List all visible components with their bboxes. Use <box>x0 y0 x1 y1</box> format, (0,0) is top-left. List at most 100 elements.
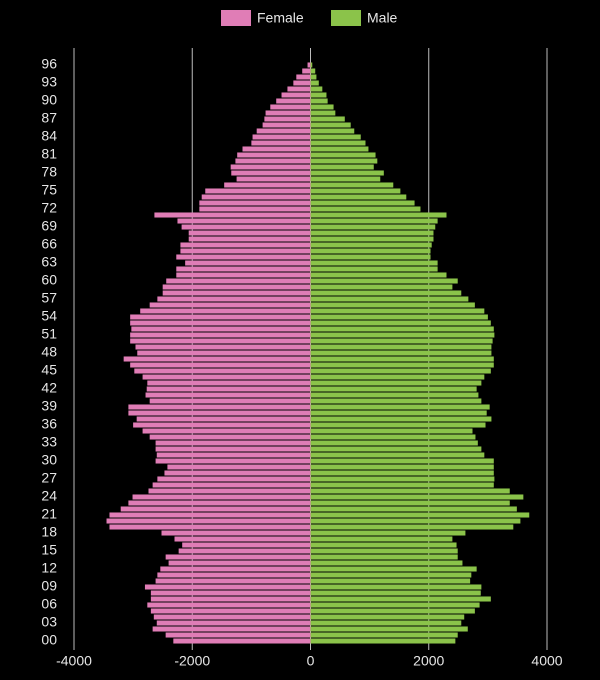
y-tick-label: 12 <box>41 560 57 576</box>
bar <box>310 290 462 296</box>
legend-swatch <box>221 10 251 26</box>
bar <box>310 518 521 524</box>
bar <box>310 428 473 434</box>
bar <box>130 332 311 338</box>
bar <box>310 104 334 110</box>
bar <box>140 308 311 314</box>
bar <box>310 458 494 464</box>
bar <box>150 590 311 596</box>
y-tick-label: 66 <box>41 236 57 252</box>
y-tick-label: 45 <box>41 362 57 378</box>
y-tick-label: 33 <box>41 434 57 450</box>
bar <box>310 98 328 104</box>
bar <box>120 506 311 512</box>
bar <box>310 326 494 332</box>
legend-label: Female <box>257 10 304 26</box>
y-tick-label: 63 <box>41 254 57 270</box>
bar <box>201 194 311 200</box>
bar <box>281 92 311 98</box>
bar <box>310 152 376 158</box>
bar <box>128 500 311 506</box>
bar <box>310 566 477 572</box>
bar <box>181 224 311 230</box>
bar <box>310 368 491 374</box>
bar <box>310 524 514 530</box>
y-tick-label: 54 <box>41 308 57 324</box>
bar <box>180 248 311 254</box>
y-tick-label: 72 <box>41 200 57 216</box>
bar <box>137 350 311 356</box>
bar <box>310 176 381 182</box>
bar <box>310 296 469 302</box>
bar <box>310 92 327 98</box>
bar <box>310 218 438 224</box>
bar <box>310 158 378 164</box>
bar <box>160 566 311 572</box>
bar <box>231 170 311 176</box>
x-tick-label: 2000 <box>413 653 444 669</box>
bar <box>310 350 492 356</box>
bar <box>310 110 336 116</box>
bar <box>174 536 311 542</box>
bar <box>310 356 494 362</box>
bar <box>310 602 480 608</box>
bar <box>162 290 311 296</box>
bar <box>205 188 311 194</box>
bar <box>157 296 311 302</box>
bar <box>164 470 311 476</box>
bar <box>176 272 311 278</box>
bar <box>270 104 311 110</box>
bar <box>310 488 510 494</box>
bar <box>310 320 491 326</box>
y-tick-label: 48 <box>41 344 57 360</box>
bar <box>230 164 311 170</box>
bar <box>310 278 458 284</box>
bar <box>224 182 311 188</box>
y-tick-label: 36 <box>41 416 57 432</box>
bar <box>149 302 311 308</box>
bar <box>165 632 311 638</box>
bar <box>152 482 311 488</box>
bar <box>310 434 476 440</box>
y-tick-label: 96 <box>41 56 57 72</box>
bar <box>310 284 453 290</box>
bar <box>178 548 311 554</box>
bar <box>310 194 407 200</box>
bar <box>310 200 415 206</box>
y-tick-label: 93 <box>41 74 57 90</box>
bar <box>130 314 311 320</box>
bar <box>310 620 462 626</box>
bar <box>150 596 311 602</box>
bar <box>310 578 471 584</box>
bar <box>166 278 311 284</box>
bar <box>310 554 458 560</box>
bar <box>310 512 530 518</box>
y-tick-label: 69 <box>41 218 57 234</box>
y-tick-label: 42 <box>41 380 57 396</box>
bar <box>146 386 311 392</box>
y-tick-label: 21 <box>41 506 57 522</box>
y-tick-label: 00 <box>41 632 57 648</box>
bar <box>310 140 366 146</box>
bar <box>296 74 311 80</box>
bar <box>155 440 311 446</box>
bar <box>123 356 311 362</box>
bar <box>310 230 434 236</box>
bar <box>134 368 311 374</box>
bar <box>251 140 311 146</box>
bar <box>310 404 490 410</box>
bar <box>310 452 485 458</box>
bar <box>147 602 311 608</box>
bar <box>310 146 369 152</box>
y-tick-label: 27 <box>41 470 57 486</box>
bar <box>310 314 488 320</box>
bar <box>310 548 458 554</box>
y-tick-label: 06 <box>41 596 57 612</box>
bar <box>310 302 475 308</box>
bar <box>310 134 361 140</box>
bar <box>310 68 316 74</box>
bar <box>310 308 485 314</box>
bar <box>310 494 524 500</box>
bar <box>310 266 438 272</box>
